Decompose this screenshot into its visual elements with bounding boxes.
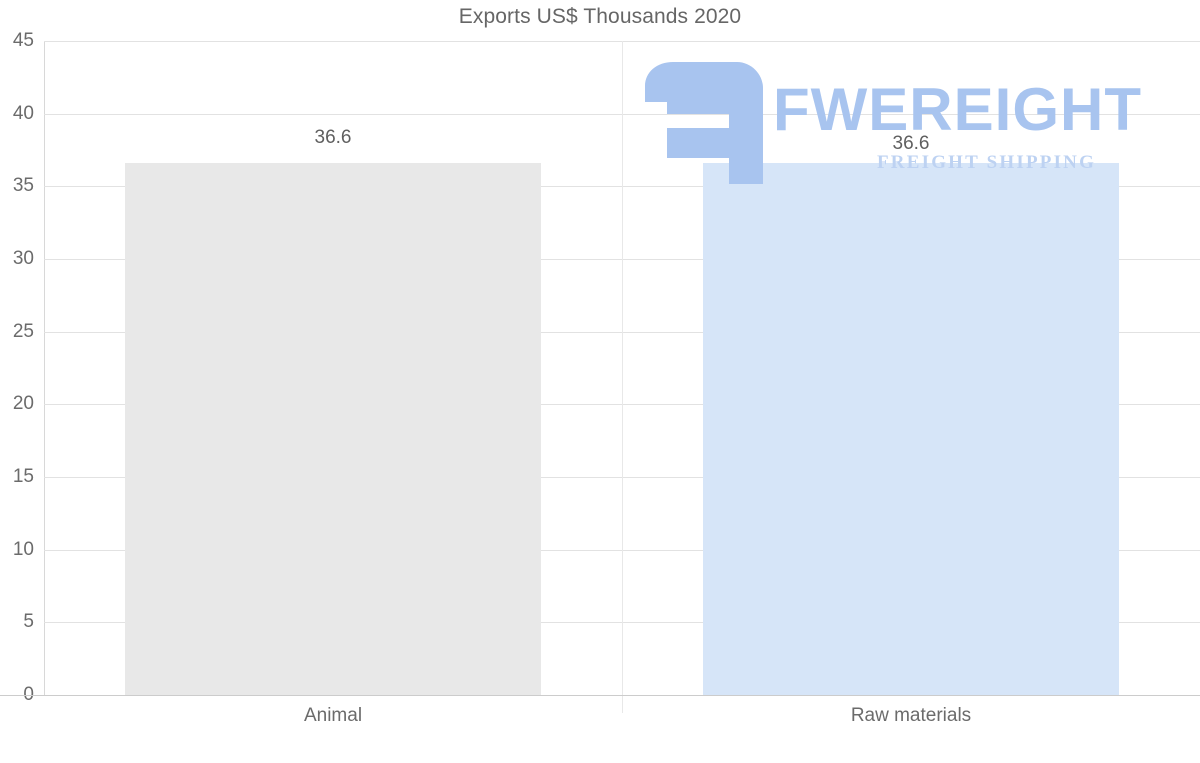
bar-value-label: 36.6	[314, 127, 352, 148]
gridline-x-1	[622, 41, 623, 713]
y-tick-label: 25	[12, 320, 34, 342]
bar-raw-materials[interactable]	[703, 163, 1119, 695]
bar-value-label: 36.6	[892, 133, 930, 154]
y-axis-line	[44, 41, 45, 696]
y-tick-label: 0	[0, 685, 34, 704]
x-axis-label-raw-materials: Raw materials	[850, 705, 972, 726]
y-tick-label: 45	[12, 30, 34, 51]
y-tick-label: 15	[12, 466, 34, 487]
x-axis-label-animal: Animal	[303, 705, 363, 726]
y-tick-label: 20	[12, 393, 34, 415]
y-tick-label: 35	[12, 175, 34, 197]
bar-animal[interactable]	[125, 163, 541, 695]
y-tick-label: 40	[12, 102, 34, 124]
chart-title: Exports US$ Thousands 2020	[458, 5, 742, 28]
y-tick-label: 5	[23, 611, 34, 633]
y-tick-label: 30	[12, 248, 34, 269]
y-tick-label: 10	[12, 538, 34, 560]
watermark-brand: FWEREIGHT	[773, 76, 1142, 143]
x-axis-line	[0, 695, 1200, 696]
